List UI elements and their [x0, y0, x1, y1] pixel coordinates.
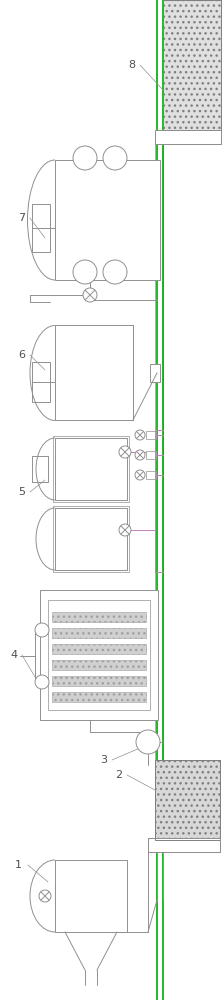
Circle shape [135, 430, 145, 440]
Text: 4: 4 [10, 650, 17, 660]
Bar [32, 362, 50, 402]
Bar [40, 590, 158, 720]
Circle shape [135, 470, 145, 480]
Text: 7: 7 [18, 213, 25, 223]
Bar [55, 860, 127, 932]
Bar [55, 438, 127, 500]
Bar [155, 760, 220, 840]
Bar [32, 204, 50, 252]
Text: 1: 1 [15, 860, 22, 870]
Text: 5: 5 [18, 487, 25, 497]
Circle shape [35, 623, 49, 637]
Bar [146, 431, 156, 439]
Text: 8: 8 [128, 60, 135, 70]
Circle shape [135, 450, 145, 460]
Circle shape [103, 260, 127, 284]
Bar [155, 130, 221, 144]
Bar [55, 325, 133, 420]
Bar [52, 676, 146, 686]
Bar [155, 130, 221, 144]
Bar [52, 660, 146, 670]
Text: 2: 2 [115, 770, 122, 780]
Bar [52, 644, 146, 654]
Bar [148, 838, 220, 852]
Bar [48, 600, 150, 710]
Bar [53, 436, 129, 502]
Bar [53, 506, 129, 572]
Bar [155, 760, 220, 840]
Bar [52, 628, 146, 638]
Bar [52, 692, 146, 702]
Bar [55, 160, 160, 280]
Circle shape [119, 524, 131, 536]
Circle shape [119, 446, 131, 458]
Bar [148, 838, 220, 852]
Bar [52, 612, 146, 622]
Bar [146, 471, 156, 479]
Text: 3: 3 [100, 755, 107, 765]
Bar [55, 508, 127, 570]
Circle shape [39, 890, 51, 902]
Text: 6: 6 [18, 350, 25, 360]
Bar [32, 456, 48, 482]
Bar [163, 0, 221, 130]
Bar [155, 140, 163, 852]
Circle shape [103, 146, 127, 170]
Bar [163, 0, 221, 130]
Circle shape [73, 146, 97, 170]
Circle shape [73, 260, 97, 284]
Circle shape [35, 675, 49, 689]
Circle shape [136, 730, 160, 754]
Bar [150, 364, 160, 382]
Circle shape [83, 288, 97, 302]
Bar [146, 451, 156, 459]
